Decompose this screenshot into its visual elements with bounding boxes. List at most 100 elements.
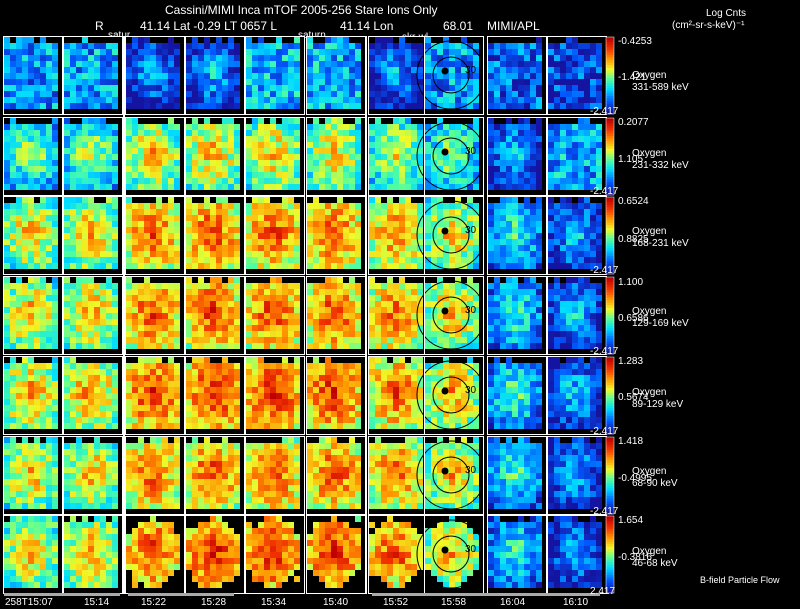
heatmap-panel	[487, 356, 547, 435]
heatmap-panel	[185, 36, 245, 115]
heatmap-panel	[306, 196, 366, 275]
colorbar	[605, 356, 615, 435]
colorbar-mid-label: -0.4995	[618, 473, 652, 484]
heatmap-panel	[125, 36, 185, 115]
heatmap-panel	[547, 515, 607, 594]
colorbar-max-label: 1.418	[618, 436, 644, 447]
heatmap-panel	[547, 276, 607, 355]
heatmap-panel	[3, 117, 63, 196]
heatmap-panel	[245, 196, 305, 275]
time-tick-label: 15:34	[261, 597, 287, 608]
species-label: Oxygen 68-90 keV	[632, 466, 678, 489]
heatmap-panel	[3, 196, 63, 275]
heatmap-panel	[306, 515, 366, 594]
colorbar	[605, 276, 615, 355]
position-r-label: R	[95, 19, 104, 33]
heatmap-panel	[245, 276, 305, 355]
heatmap-panel	[125, 276, 185, 355]
colorbar-max-label: 1.100	[618, 277, 644, 288]
heatmap-panel: 30	[416, 196, 486, 275]
time-tick-label: 15:14	[84, 597, 110, 608]
heatmap-panel	[63, 436, 123, 515]
species-label: Oxygen 46-68 keV	[632, 546, 678, 569]
heatmap-panel	[306, 436, 366, 515]
colorbar-max-label: 1.654	[618, 515, 644, 526]
heatmap-panel	[487, 196, 547, 275]
heatmap-panel	[547, 117, 607, 196]
time-tick-label: 16:04	[500, 597, 526, 608]
chart-title: Cassini/MIMI Inca mTOF 2005-256 Stare Io…	[165, 3, 438, 17]
heatmap-panel	[3, 356, 63, 435]
heatmap-panel	[245, 117, 305, 196]
energy-range: 231-332 keV	[632, 160, 689, 171]
heatmap-panel	[63, 36, 123, 115]
heatmap-panel	[3, 515, 63, 594]
heatmap-panel	[487, 117, 547, 196]
heatmap-panel	[185, 436, 245, 515]
time-tick-label: 15:58	[441, 597, 467, 608]
species-label: Oxygen 89-129 keV	[632, 387, 684, 410]
time-tick-label: 258T15:07	[5, 597, 53, 608]
colorbar-min-label: -2.417	[590, 106, 619, 117]
heatmap-panel	[245, 436, 305, 515]
heatmap-panel: 30	[416, 356, 486, 435]
heatmap-panel	[63, 276, 123, 355]
time-tick-label: 16:10	[563, 597, 589, 608]
heatmap-panel	[245, 36, 305, 115]
heatmap-panel: 30	[416, 276, 486, 355]
heatmap-panel	[368, 356, 428, 435]
colorbar-max-label: -0.4253	[618, 36, 652, 47]
heatmap-panel	[3, 36, 63, 115]
heatmap-panel	[368, 436, 428, 515]
heatmap-panel	[3, 436, 63, 515]
colorbar-max-label: 0.6524	[618, 196, 649, 207]
colorbar-min-label: -2.417	[590, 346, 619, 357]
energy-range: 68-90 keV	[632, 478, 678, 489]
colorbar-min-label: -2.417	[590, 186, 619, 197]
org-label: MIMI/APL	[487, 19, 540, 33]
energy-range: 46-68 keV	[632, 558, 678, 569]
svg-text:30: 30	[465, 225, 477, 236]
time-tick-label: 15:52	[383, 597, 409, 608]
heatmap-panel	[306, 356, 366, 435]
heatmap-panel: 30	[416, 515, 486, 594]
time-tick-label: 15:28	[201, 597, 227, 608]
units-expression: (cm²-sr-s-keV)⁻¹	[672, 20, 745, 31]
colorbar	[605, 436, 615, 515]
time-tick-label: 15:40	[323, 597, 349, 608]
heatmap-panel	[368, 117, 428, 196]
heatmap-panel	[368, 515, 428, 594]
heatmap-panel	[125, 436, 185, 515]
heatmap-panel	[368, 196, 428, 275]
colorbar-mid-label: 0.6586	[618, 313, 649, 324]
svg-text:30: 30	[465, 146, 477, 157]
svg-text:30: 30	[465, 305, 477, 316]
time-axis-bar	[372, 593, 600, 596]
heatmap-panel	[185, 276, 245, 355]
units-label: Log Cnts	[706, 8, 747, 19]
energy-range: 89-129 keV	[632, 399, 684, 410]
svg-text:30: 30	[465, 65, 477, 76]
satur-tag: satur	[108, 30, 131, 41]
colorbar-mid-label: -0.3816	[618, 552, 652, 563]
colorbar	[605, 117, 615, 196]
colorbar-min-label: -2.417	[590, 265, 619, 276]
bfield-flow-note: B-field Particle Flow	[700, 575, 780, 585]
heatmap-panel	[63, 515, 123, 594]
colorbar-mid-label: -1.421	[618, 72, 647, 83]
heatmap-panel	[125, 356, 185, 435]
heatmap-panel	[306, 117, 366, 196]
species-label: Oxygen 168-231 keV	[632, 226, 689, 249]
energy-range: 168-231 keV	[632, 238, 689, 249]
heatmap-panel	[547, 36, 607, 115]
lat-lt-readout: 41.14 Lat -0.29 LT 0657 L	[140, 19, 277, 33]
heatmap-panel	[185, 196, 245, 275]
colorbar-mid-label: 0.5674	[618, 392, 649, 403]
heatmap-panel: 30	[416, 36, 486, 115]
heatmap-panel	[185, 515, 245, 594]
heatmap-panel	[63, 356, 123, 435]
colorbar	[605, 196, 615, 275]
heatmap-panel	[63, 196, 123, 275]
species-label: Oxygen 231-332 keV	[632, 148, 689, 171]
